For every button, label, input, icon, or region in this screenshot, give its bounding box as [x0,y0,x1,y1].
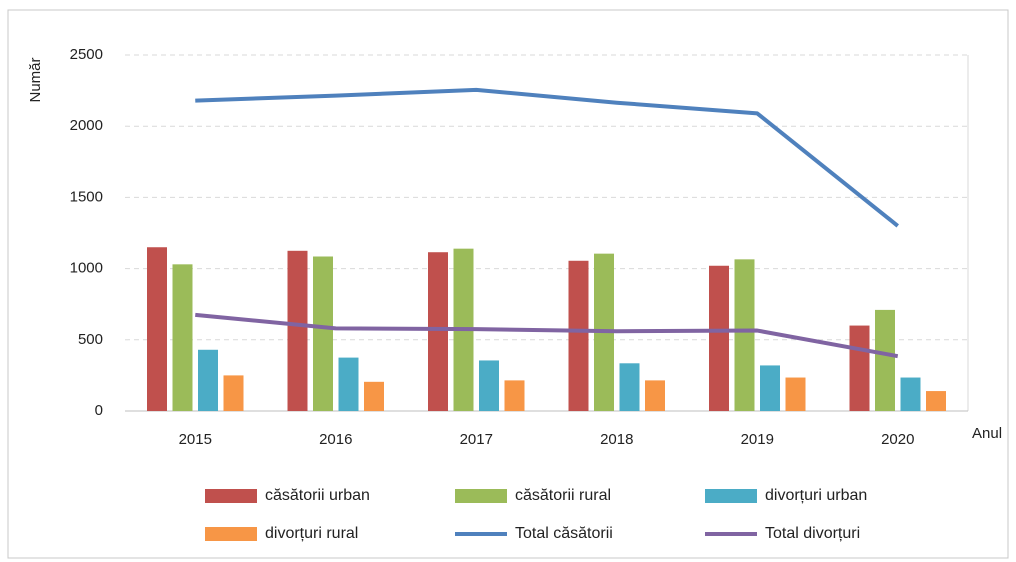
bar [875,309,895,411]
bar [479,360,499,411]
bar [645,380,665,411]
legend-label: Total divorțuri [765,525,860,542]
bar [428,252,448,411]
y-axis-label: Număr [27,57,44,102]
bar [619,363,640,411]
y-tick-label: 2500 [70,46,103,63]
y-tick-label: 1000 [70,260,103,277]
bar [568,260,589,411]
bar [223,375,244,411]
bar [900,377,921,411]
bar [504,380,525,411]
legend: căsătorii urban căsătorii rural divorțuri … [205,487,867,542]
bar [760,365,780,411]
y-tick-label: 2000 [70,117,103,134]
legend-label: căsătorii rural [515,487,611,504]
legend-swatch [205,489,257,503]
bar [313,256,333,411]
y-tick-label: 1500 [70,188,103,205]
legend-swatch [705,489,757,503]
x-tick-label: 2020 [881,431,914,448]
bar [338,357,359,411]
bar [364,381,384,411]
bar [785,377,806,411]
y-tick-label: 0 [95,402,103,419]
legend-label: divorțuri urban [765,487,867,504]
bar [147,247,167,411]
bar [849,325,870,411]
line [195,87,900,228]
bar [198,349,218,411]
x-tick-label: 2016 [319,431,352,448]
x-tick-label: 2018 [600,431,633,448]
bar [734,259,755,411]
x-tick-label: 2015 [179,431,212,448]
bar [709,265,729,411]
x-tick-label: 2019 [741,431,774,448]
legend-swatch [205,527,257,541]
bar [926,391,946,411]
line [195,312,899,359]
x-axis-label: Anul [972,425,1002,442]
bar [172,264,193,411]
legend-swatch [455,489,507,503]
y-tick-label: 500 [78,331,103,348]
legend-label: divorțuri rural [265,525,358,542]
legend-label: Total căsătorii [515,525,613,542]
x-tick-label: 2017 [460,431,493,448]
legend-label: căsătorii urban [265,487,370,504]
bar [287,250,308,411]
